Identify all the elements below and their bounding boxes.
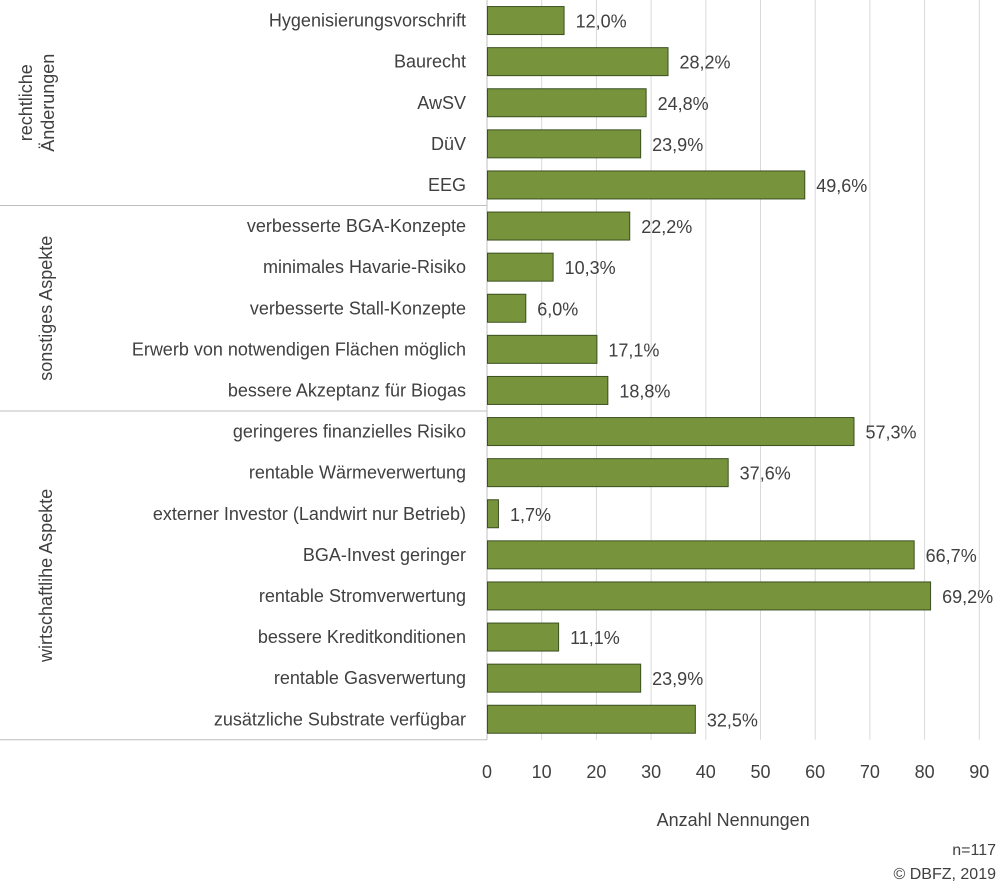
data-label: 10,3% bbox=[565, 258, 616, 278]
bar bbox=[487, 211, 631, 241]
category-label: externer Investor (Landwirt nur Betrieb) bbox=[153, 504, 466, 524]
copyright-note: © DBFZ, 2019 bbox=[893, 866, 997, 883]
category-label: AwSV bbox=[417, 93, 466, 113]
category-label: rentable Wärmeverwertung bbox=[249, 463, 466, 483]
bar bbox=[487, 47, 669, 77]
data-label: 17,1% bbox=[608, 340, 659, 360]
x-tick-label: 80 bbox=[915, 762, 935, 782]
category-label: zusätzliche Substrate verfügbar bbox=[214, 709, 466, 729]
category-label: DüV bbox=[431, 134, 466, 154]
category-label: verbesserte BGA-Konzepte bbox=[247, 216, 466, 236]
group-label-line: rechtliche bbox=[16, 64, 36, 141]
bar bbox=[487, 293, 527, 323]
bar bbox=[487, 417, 855, 447]
category-label: verbesserte Stall-Konzepte bbox=[250, 298, 466, 318]
x-tick-label: 0 bbox=[482, 762, 492, 782]
data-label: 23,9% bbox=[652, 669, 703, 689]
data-label: 12,0% bbox=[576, 12, 627, 32]
category-label: minimales Havarie-Risiko bbox=[263, 257, 466, 277]
category-label: Baurecht bbox=[394, 52, 466, 72]
group-label: sonstiges Aspekte bbox=[36, 236, 56, 381]
data-label: 49,6% bbox=[816, 176, 867, 196]
data-label: 18,8% bbox=[619, 381, 670, 401]
x-tick-label: 10 bbox=[532, 762, 552, 782]
x-tick-label: 60 bbox=[805, 762, 825, 782]
x-tick-label: 90 bbox=[969, 762, 989, 782]
bar bbox=[487, 375, 609, 405]
data-label: 11,1% bbox=[570, 628, 620, 648]
bar bbox=[487, 499, 499, 529]
data-label: 32,5% bbox=[707, 710, 758, 730]
bar bbox=[487, 540, 915, 570]
category-label: bessere Kreditkonditionen bbox=[258, 627, 466, 647]
group-label-line: wirtschaftlihe Aspekte bbox=[36, 489, 56, 663]
bar bbox=[487, 170, 806, 200]
category-label: geringeres finanzielles Risiko bbox=[233, 422, 466, 442]
bar bbox=[487, 622, 560, 652]
category-label: Erwerb von notwendigen Flächen möglich bbox=[132, 339, 466, 359]
bar bbox=[487, 458, 729, 488]
data-label: 24,8% bbox=[658, 94, 709, 114]
bar bbox=[487, 88, 647, 118]
bar bbox=[487, 129, 642, 159]
data-label: 6,0% bbox=[537, 299, 578, 319]
category-label: BGA-Invest geringer bbox=[303, 545, 466, 565]
data-label: 69,2% bbox=[942, 587, 993, 607]
bar bbox=[487, 663, 642, 693]
group-label-line: Änderungen bbox=[38, 54, 58, 152]
data-label: 37,6% bbox=[740, 464, 791, 484]
sample-size-note: n=117 bbox=[952, 842, 996, 859]
x-tick-label: 30 bbox=[641, 762, 661, 782]
group-label: wirtschaftlihe Aspekte bbox=[36, 489, 56, 663]
x-tick-label: 70 bbox=[860, 762, 880, 782]
data-label: 28,2% bbox=[680, 53, 731, 73]
category-label: rentable Gasverwertung bbox=[274, 668, 466, 688]
bar bbox=[487, 334, 598, 364]
bar bbox=[487, 704, 696, 734]
category-label: Hygenisierungsvorschrift bbox=[269, 11, 466, 31]
data-label: 66,7% bbox=[926, 546, 977, 566]
x-tick-label: 50 bbox=[750, 762, 770, 782]
x-tick-label: 40 bbox=[696, 762, 716, 782]
data-label: 23,9% bbox=[652, 135, 703, 155]
x-axis-label: Anzahl Nennungen bbox=[657, 810, 810, 830]
bar bbox=[487, 581, 932, 611]
group-label-line: sonstiges Aspekte bbox=[36, 236, 56, 381]
category-label: EEG bbox=[428, 175, 466, 195]
category-label: rentable Stromverwertung bbox=[259, 586, 466, 606]
data-label: 57,3% bbox=[865, 423, 916, 443]
data-label: 1,7% bbox=[510, 505, 551, 525]
data-label: 22,2% bbox=[641, 217, 692, 237]
group-label: rechtliche Änderungen bbox=[16, 54, 58, 152]
x-tick-label: 20 bbox=[586, 762, 606, 782]
bar bbox=[487, 6, 565, 36]
bar bbox=[487, 252, 554, 282]
category-label: bessere Akzeptanz für Biogas bbox=[228, 380, 466, 400]
